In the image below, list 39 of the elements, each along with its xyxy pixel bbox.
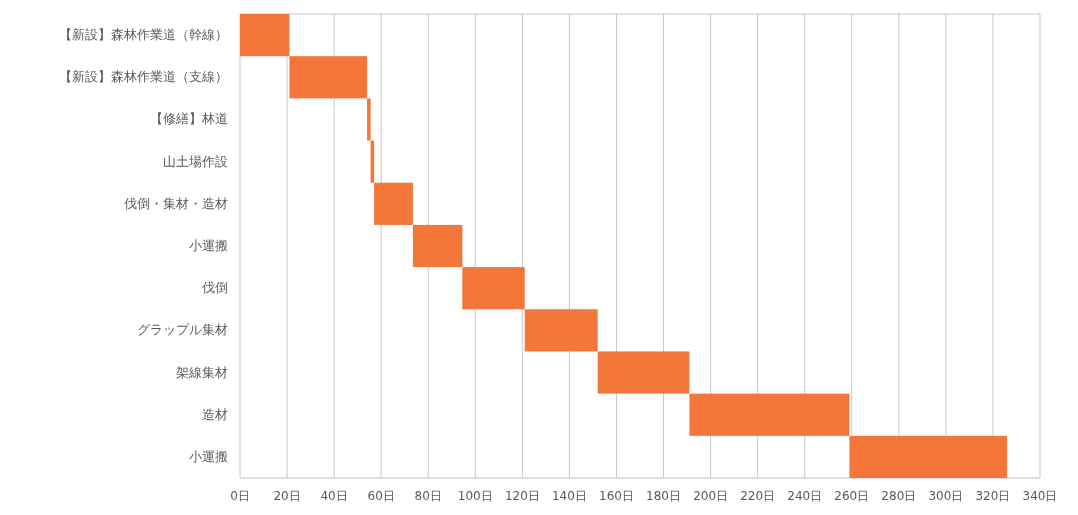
x-tick-label: 340日 [1022,489,1058,503]
x-tick-label: 180日 [646,489,681,503]
x-tick-label: 20日 [273,489,301,503]
y-tick-label: 伐倒・集材・造材 [124,195,228,211]
bar [462,267,525,310]
x-tick-label: 200日 [693,489,729,503]
x-tick-label: 320日 [975,489,1011,503]
y-tick-label: 伐倒 [202,280,228,296]
y-tick-label: 【新設】森林作業道（支線） [59,69,228,85]
x-tick-label: 260日 [834,489,870,503]
y-tick-label: 山土場作設 [163,153,228,169]
x-tick-label: 100日 [457,489,493,503]
bar [289,56,368,99]
x-tick-label: 40日 [320,489,348,503]
x-tick-label: 240日 [787,489,823,503]
y-tick-label: 架線集材 [176,364,228,380]
bar [367,98,371,141]
x-tick-label: 140日 [551,489,587,503]
bar [597,351,690,394]
x-tick-label: 60日 [367,489,395,503]
bar [849,435,1008,478]
x-tick-label: 120日 [504,489,540,503]
y-tick-label: 【修繕】林道 [150,111,228,127]
x-tick-label: 300日 [928,489,964,503]
x-tick-label: 0日 [230,489,250,503]
bar [689,393,850,436]
y-tick-label: 小運搬 [189,448,228,464]
bar [524,309,598,352]
y-tick-label: グラップル集材 [137,322,228,338]
y-tick-label: 造材 [202,406,228,422]
bar [412,224,463,268]
x-tick-label: 80日 [414,489,442,503]
x-tick-label: 160日 [599,489,634,503]
bar [240,14,290,57]
y-tick-label: 【新設】森林作業道（幹線） [59,27,228,43]
bar [374,182,413,225]
x-tick-label: 280日 [881,489,917,503]
y-tick-label: 小運搬 [189,238,228,253]
x-tick-label: 220日 [740,489,776,503]
